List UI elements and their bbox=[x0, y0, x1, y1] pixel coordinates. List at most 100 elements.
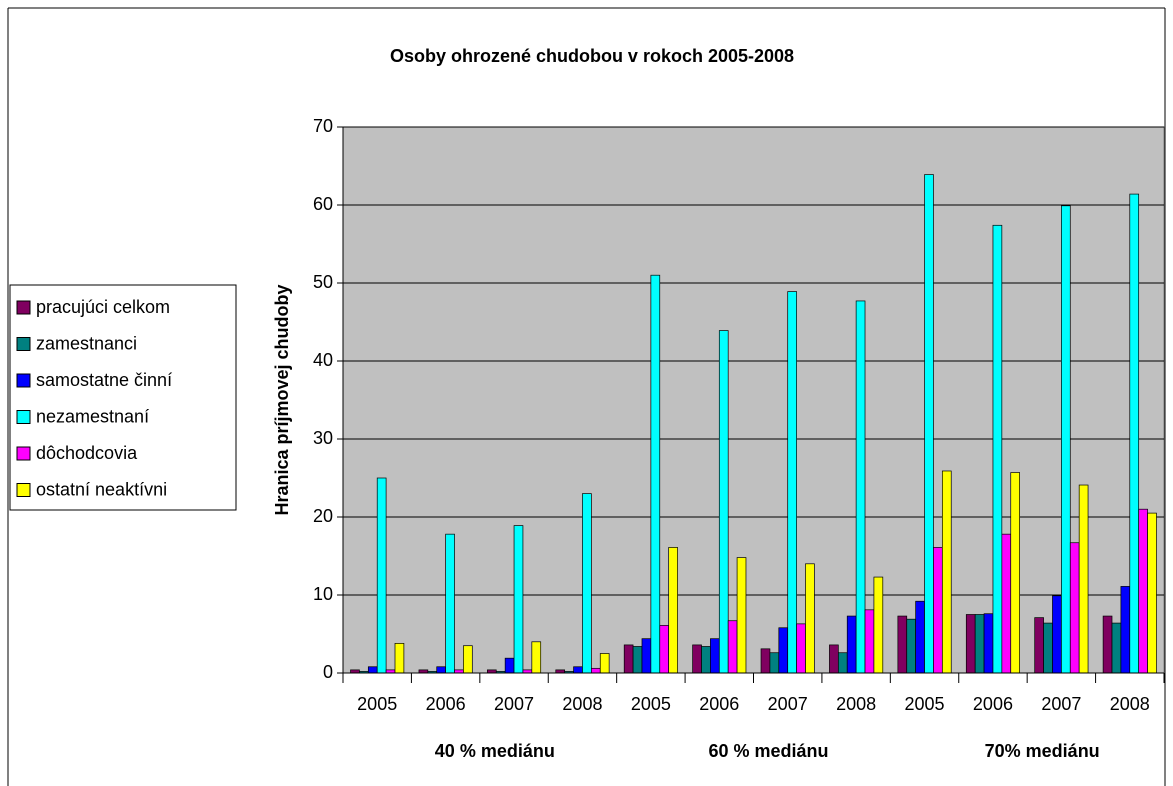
bar bbox=[1078, 484, 1089, 674]
bar bbox=[1034, 617, 1044, 674]
legend-swatch bbox=[16, 483, 31, 497]
x-tick-label: 2007 bbox=[768, 694, 808, 714]
x-tick-label: 2005 bbox=[631, 694, 671, 714]
bar bbox=[983, 613, 994, 674]
bar bbox=[632, 646, 643, 674]
y-tick-label: 20 bbox=[313, 506, 333, 526]
legend bbox=[9, 284, 237, 511]
x-tick-label: 2007 bbox=[1041, 694, 1081, 714]
legend-swatch bbox=[16, 337, 31, 351]
bar bbox=[915, 600, 925, 674]
bar bbox=[837, 652, 848, 674]
plot-area bbox=[342, 126, 1165, 674]
bar bbox=[582, 493, 592, 674]
bar bbox=[573, 666, 583, 674]
x-tick-label: 2006 bbox=[699, 694, 739, 714]
bar bbox=[805, 563, 815, 674]
group-label: 40 % mediánu bbox=[435, 741, 555, 761]
bar bbox=[965, 614, 976, 674]
bar bbox=[1147, 512, 1157, 674]
legend-label: nezamestnaní bbox=[36, 406, 149, 426]
bar bbox=[1129, 193, 1140, 674]
bar bbox=[906, 618, 916, 674]
legend-label: ostatní neaktívni bbox=[36, 479, 167, 499]
bar bbox=[591, 667, 601, 674]
group-label: 60 % mediánu bbox=[708, 741, 828, 761]
bar bbox=[504, 657, 515, 674]
bar bbox=[367, 666, 378, 674]
y-tick-label: 0 bbox=[323, 662, 333, 682]
bar bbox=[924, 174, 934, 674]
bar bbox=[718, 330, 729, 674]
bar bbox=[873, 576, 884, 674]
bar bbox=[796, 623, 806, 674]
bar bbox=[668, 547, 678, 674]
y-tick-label: 40 bbox=[313, 350, 333, 370]
bar bbox=[855, 300, 866, 674]
x-tick-label: 2008 bbox=[836, 694, 876, 714]
bar bbox=[394, 643, 405, 674]
y-tick-label: 50 bbox=[313, 272, 333, 292]
bar bbox=[1102, 615, 1113, 674]
bar bbox=[1001, 533, 1012, 674]
chart-title: Osoby ohrozené chudobou v rokoch 2005-20… bbox=[390, 46, 794, 66]
y-tick-label: 10 bbox=[313, 584, 333, 604]
bar bbox=[829, 644, 839, 674]
bar bbox=[436, 666, 446, 674]
group-label: 70% mediánu bbox=[985, 741, 1100, 761]
x-tick-label: 2005 bbox=[357, 694, 397, 714]
legend-swatch bbox=[16, 300, 31, 315]
legend-label: zamestnanci bbox=[36, 333, 137, 353]
bar bbox=[623, 644, 634, 674]
bar bbox=[1043, 622, 1053, 674]
bar bbox=[463, 645, 473, 674]
bar bbox=[531, 641, 542, 674]
bar bbox=[897, 615, 908, 674]
y-tick-label: 60 bbox=[313, 194, 333, 214]
bar bbox=[846, 615, 857, 674]
bar bbox=[864, 609, 875, 674]
legend-swatch bbox=[16, 373, 31, 388]
y-tick-label: 30 bbox=[313, 428, 333, 448]
bar bbox=[650, 274, 661, 674]
x-tick-label: 2008 bbox=[562, 694, 602, 714]
bar bbox=[1061, 205, 1071, 674]
x-tick-label: 2007 bbox=[494, 694, 534, 714]
legend-label: dôchodcovia bbox=[36, 443, 138, 463]
bar bbox=[692, 644, 702, 674]
bar bbox=[1069, 542, 1080, 674]
bar bbox=[933, 547, 943, 674]
legend-label: samostatne činní bbox=[36, 370, 172, 390]
y-tick-label: 70 bbox=[313, 116, 333, 136]
bar bbox=[1138, 508, 1148, 674]
x-tick-label: 2008 bbox=[1110, 694, 1150, 714]
bar bbox=[599, 653, 610, 674]
bar bbox=[659, 625, 670, 674]
x-tick-label: 2006 bbox=[426, 694, 466, 714]
y-axis-label: Hranica príjmovej chudoby bbox=[272, 284, 292, 515]
bar bbox=[641, 638, 652, 674]
bar bbox=[513, 525, 524, 674]
bar bbox=[1010, 472, 1020, 674]
bar bbox=[974, 614, 985, 674]
bar bbox=[1052, 595, 1062, 674]
x-tick-label: 2006 bbox=[973, 694, 1013, 714]
bar bbox=[1120, 586, 1131, 674]
legend-label: pracujúci celkom bbox=[36, 297, 170, 317]
bar bbox=[727, 620, 738, 674]
x-tick-label: 2005 bbox=[905, 694, 945, 714]
bar bbox=[778, 627, 789, 674]
bar bbox=[376, 477, 387, 674]
bar bbox=[769, 652, 780, 674]
bar bbox=[701, 646, 711, 674]
bar bbox=[710, 638, 720, 674]
bar bbox=[787, 291, 797, 674]
legend-swatch bbox=[16, 446, 31, 461]
bar bbox=[760, 648, 771, 674]
bar bbox=[445, 533, 455, 674]
bar bbox=[1111, 622, 1122, 674]
bar bbox=[941, 470, 952, 674]
legend-swatch bbox=[16, 410, 31, 424]
bar bbox=[992, 224, 1003, 674]
